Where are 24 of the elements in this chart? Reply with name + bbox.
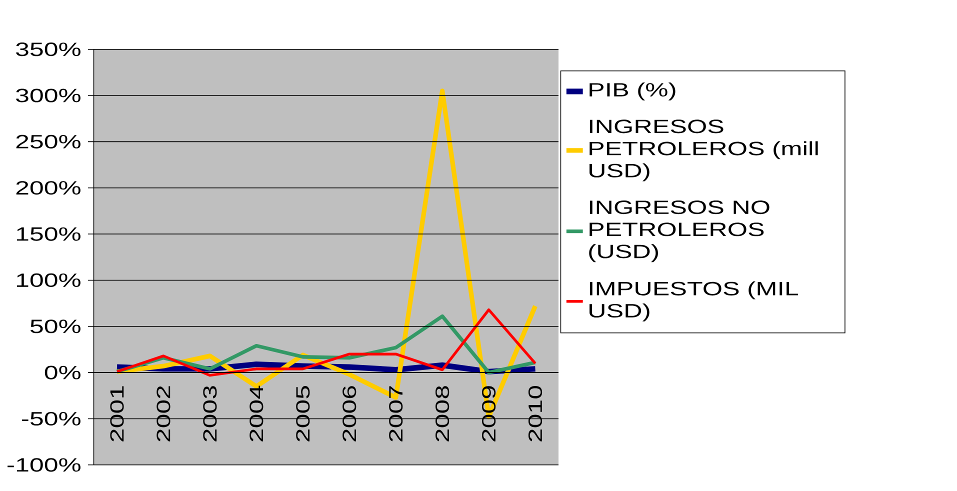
- y-tick-label: 150%: [17, 227, 80, 241]
- x-tick-label: 2001: [110, 386, 124, 442]
- x-tick-label: 2003: [203, 386, 217, 442]
- y-tick-label: 100%: [17, 274, 80, 288]
- x-tick-label: 2004: [250, 386, 264, 442]
- y-tick-label: 250%: [16, 135, 80, 149]
- y-tick-label: 50%: [30, 320, 80, 334]
- x-tick-label: 2002: [156, 386, 170, 442]
- legend-label: INGRESOS NO PETROLEROS (USD): [589, 200, 770, 262]
- x-tick-label: 2009: [482, 386, 496, 442]
- y-tick-label: 0%: [44, 366, 80, 380]
- y-tick-label: 350%: [16, 42, 80, 56]
- x-tick-label: 2006: [342, 386, 356, 442]
- y-tick-label: 300%: [16, 88, 80, 102]
- y-tick-label: 200%: [16, 181, 80, 195]
- x-tick-label: 2005: [296, 386, 310, 442]
- x-tick-label: 2008: [436, 386, 450, 442]
- legend-label: IMPUESTOS (MIL USD): [590, 281, 798, 322]
- y-tick-label: -50%: [22, 412, 80, 426]
- x-tick-label: 2007: [389, 386, 403, 442]
- legend-label: INGRESOS PETROLEROS (mill USD): [590, 120, 818, 182]
- x-tick-label: 2010: [528, 386, 542, 442]
- legend-label: PIB (%): [590, 82, 676, 100]
- y-tick-label: -100%: [8, 458, 80, 472]
